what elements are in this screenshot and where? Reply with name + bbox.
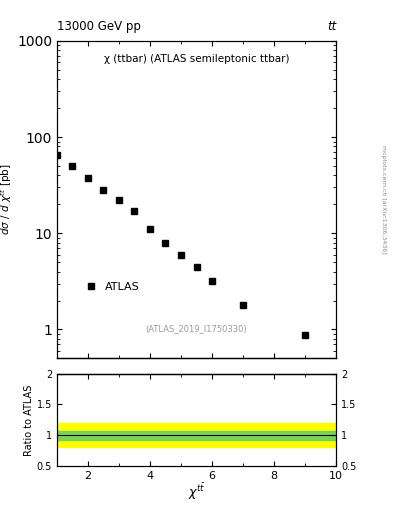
Bar xyxy=(57,423,336,447)
Bar xyxy=(57,431,336,439)
Text: χ (ttbar) (ATLAS semileptonic ttbar): χ (ttbar) (ATLAS semileptonic ttbar) xyxy=(104,54,289,63)
Y-axis label: Ratio to ATLAS: Ratio to ATLAS xyxy=(24,384,34,456)
Y-axis label: $d\sigma$ / $d$ $\chi^{t\bar{t}}$ [pb]: $d\sigma$ / $d$ $\chi^{t\bar{t}}$ [pb] xyxy=(0,164,14,236)
Text: mcplots.cern.ch [arXiv:1306.3436]: mcplots.cern.ch [arXiv:1306.3436] xyxy=(381,145,386,254)
Text: 13000 GeV pp: 13000 GeV pp xyxy=(57,20,141,33)
Legend: ATLAS: ATLAS xyxy=(77,279,143,296)
Text: (ATLAS_2019_I1750330): (ATLAS_2019_I1750330) xyxy=(146,324,247,333)
Text: tt: tt xyxy=(327,20,336,33)
X-axis label: $\chi^{t\bar{t}}$: $\chi^{t\bar{t}}$ xyxy=(188,482,205,502)
